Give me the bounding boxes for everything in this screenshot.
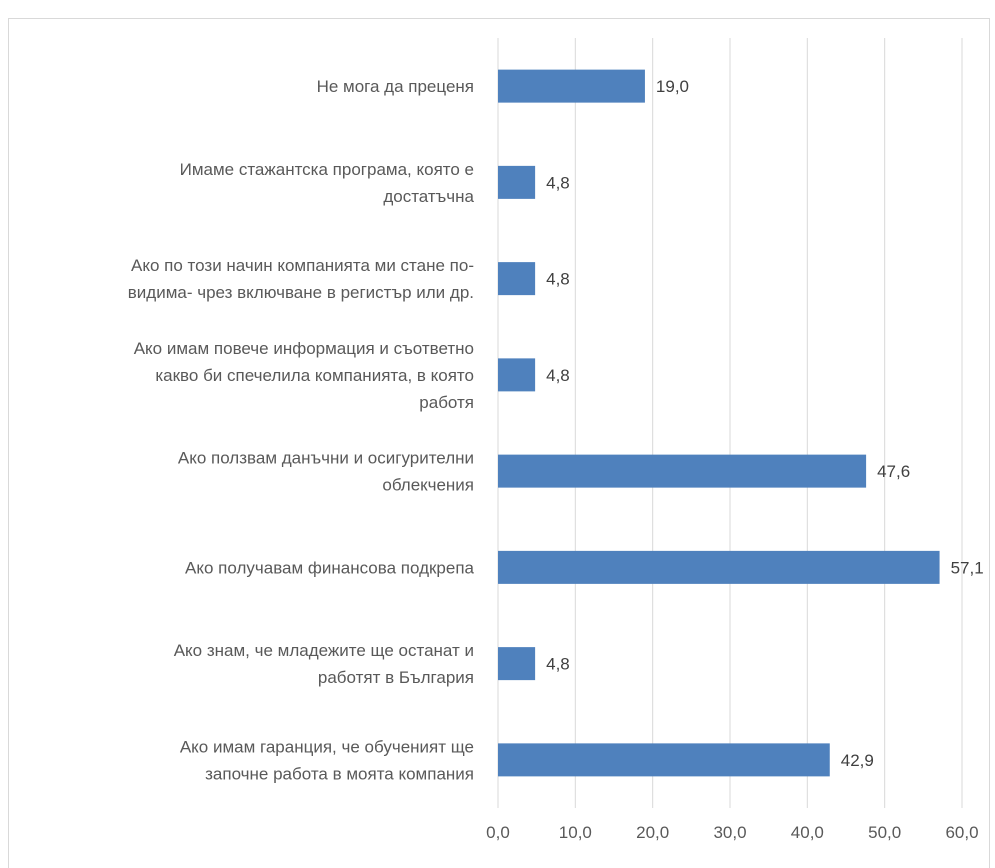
bar xyxy=(498,550,940,584)
data-label: 42,9 xyxy=(841,751,874,770)
data-labels: 19,0 4,8 4,8 4,8 47,6 57,1 4,8 42,9 xyxy=(546,77,984,770)
category-label-line: Ако по този начин компанията ми стане по… xyxy=(131,256,474,275)
bar xyxy=(498,647,536,681)
category-label: Имаме стажантска програма, която е достат… xyxy=(180,160,475,206)
bar xyxy=(498,262,536,296)
category-label-line: какво би спечелила компанията, в която xyxy=(155,366,474,385)
bar xyxy=(498,454,867,488)
x-tick-label: 60,0 xyxy=(945,823,978,842)
data-label: 4,8 xyxy=(546,366,570,385)
category-label-line: работя xyxy=(419,393,474,412)
data-label: 57,1 xyxy=(951,558,984,577)
category-label-line: Имаме стажантска програма, която е xyxy=(180,160,474,179)
category-label-line: достатъчна xyxy=(383,187,474,206)
data-label: 47,6 xyxy=(877,462,910,481)
chart-frame xyxy=(8,18,990,868)
category-label: Ако знам, че младежите ще останат и работ… xyxy=(174,641,474,687)
category-label-line: Не мога да преценя xyxy=(317,77,474,96)
category-label-line: Ако имам повече информация и съответно xyxy=(134,339,474,358)
x-tick-label: 20,0 xyxy=(636,823,669,842)
category-label: Ако по този начин компанията ми стане по… xyxy=(128,256,474,302)
bar xyxy=(498,165,536,199)
data-label: 19,0 xyxy=(656,77,689,96)
x-tick-label: 0,0 xyxy=(486,823,510,842)
bar xyxy=(498,743,830,777)
x-tick-label: 10,0 xyxy=(559,823,592,842)
category-label: Ако имам гаранция, че обученият ще започн… xyxy=(180,737,474,783)
category-label-line: работят в България xyxy=(318,668,474,687)
data-label: 4,8 xyxy=(546,270,570,289)
category-label-line: започне работа в моята компания xyxy=(205,764,474,783)
category-label: Не мога да преценя xyxy=(317,77,474,96)
x-tick-label: 30,0 xyxy=(713,823,746,842)
category-label-line: облекчения xyxy=(382,476,474,495)
bar xyxy=(498,358,536,392)
data-label: 4,8 xyxy=(546,173,570,192)
category-label-line: Ако получавам финансова подкрепа xyxy=(185,558,475,577)
data-label: 4,8 xyxy=(546,655,570,674)
gridlines xyxy=(497,38,963,808)
category-labels: Не мога да преценя Имаме стажантска прогр… xyxy=(128,77,475,783)
x-tick-label: 50,0 xyxy=(868,823,901,842)
x-axis-ticks: 0,0 10,0 20,0 30,0 40,0 50,0 60,0 xyxy=(486,823,978,842)
category-label-line: Ако имам гаранция, че обученият ще xyxy=(180,737,474,756)
category-label: Ако получавам финансова подкрепа xyxy=(185,558,475,577)
x-tick-label: 40,0 xyxy=(791,823,824,842)
category-label-line: видима- чрез включване в регистър или др… xyxy=(128,283,474,302)
category-label-line: Ако знам, че младежите ще останат и xyxy=(174,641,474,660)
category-label-line: Ако ползвам данъчни и осигурителни xyxy=(178,449,474,468)
bar xyxy=(498,69,645,103)
category-label: Ако ползвам данъчни и осигурителни облекч… xyxy=(178,449,474,495)
category-label: Ако имам повече информация и съответно ка… xyxy=(134,339,474,412)
bars xyxy=(498,69,940,777)
